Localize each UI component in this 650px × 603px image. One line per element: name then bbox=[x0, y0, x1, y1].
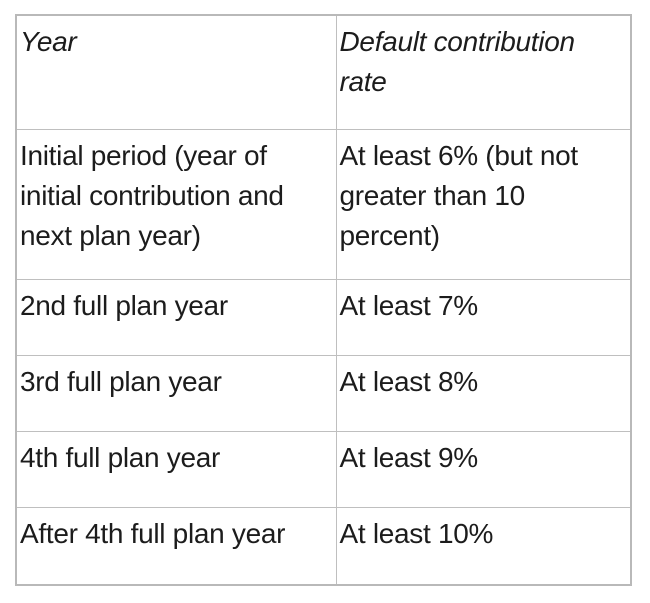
column-header-default-contribution-rate: Default contribution rate bbox=[335, 14, 632, 130]
table-row: 3rd full plan year At least 8% bbox=[15, 354, 632, 432]
table-row: After 4th full plan year At least 10% bbox=[15, 506, 632, 586]
contribution-rate-table-container: Year Default contribution rate Initial p… bbox=[15, 14, 632, 586]
table-row: 2nd full plan year At least 7% bbox=[15, 278, 632, 356]
year-cell: Initial period (year of initial contribu… bbox=[15, 128, 337, 280]
table-row: Initial period (year of initial contribu… bbox=[15, 128, 632, 280]
rate-cell: At least 9% bbox=[335, 430, 632, 508]
table-header-row: Year Default contribution rate bbox=[15, 14, 632, 130]
year-cell: After 4th full plan year bbox=[15, 506, 337, 586]
contribution-rate-table: Year Default contribution rate Initial p… bbox=[15, 14, 632, 586]
year-cell: 4th full plan year bbox=[15, 430, 337, 508]
rate-cell: At least 10% bbox=[335, 506, 632, 586]
year-cell: 2nd full plan year bbox=[15, 278, 337, 356]
rate-cell: At least 8% bbox=[335, 354, 632, 432]
year-cell: 3rd full plan year bbox=[15, 354, 337, 432]
table-row: 4th full plan year At least 9% bbox=[15, 430, 632, 508]
rate-cell: At least 7% bbox=[335, 278, 632, 356]
column-header-year: Year bbox=[15, 14, 337, 130]
rate-cell: At least 6% (but not greater than 10 per… bbox=[335, 128, 632, 280]
